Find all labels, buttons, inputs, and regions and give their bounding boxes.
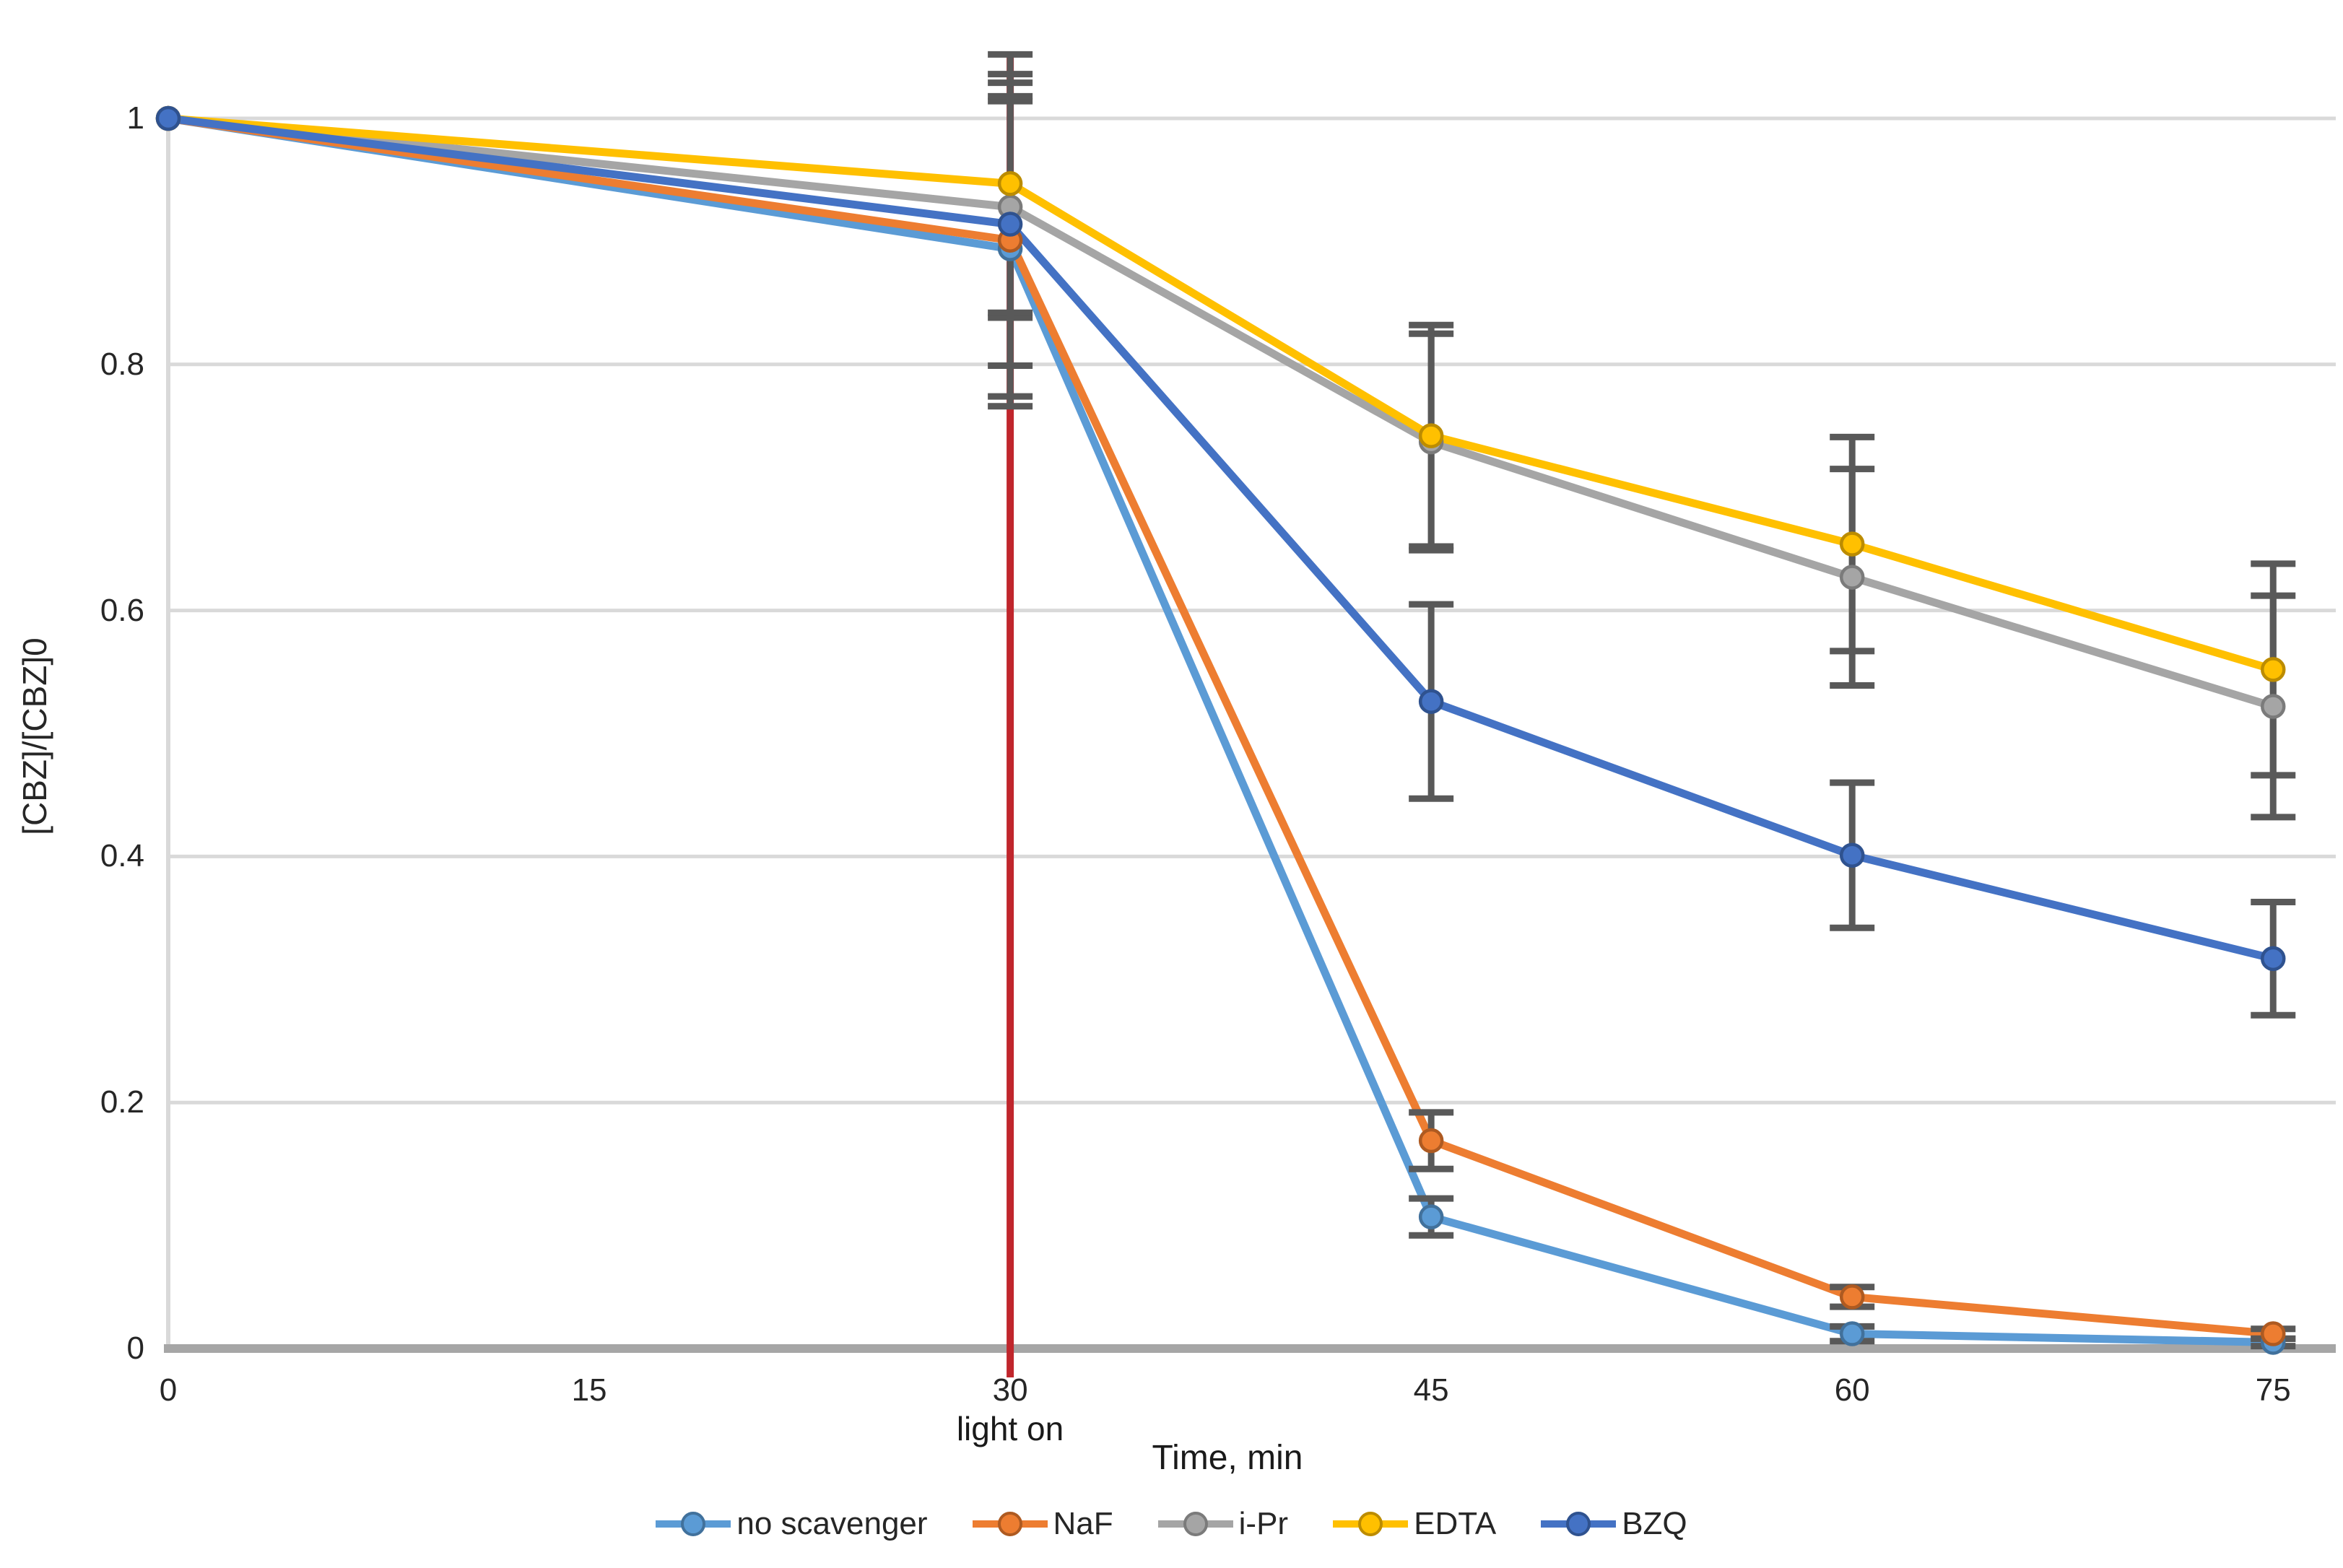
legend-item-ipr: i-Pr (1157, 1506, 1289, 1542)
legend-marker-no-scavenger (656, 1512, 731, 1536)
y-tick-label: 0.8 (100, 346, 144, 382)
marker-edta-t30 (997, 171, 1023, 196)
legend-marker-bzq (1541, 1512, 1617, 1536)
y-tick-label: 0.6 (100, 592, 144, 628)
marker-no-scavenger-t60 (1839, 1321, 1865, 1346)
marker-bzq-t30 (997, 212, 1023, 237)
marker-no-scavenger-t45 (1418, 1204, 1444, 1229)
marker-bzq-t60 (1839, 842, 1865, 868)
series-line-i-pr (164, 114, 2277, 711)
legend-marker-ipr (1157, 1512, 1233, 1536)
y-tick-label: 0 (126, 1330, 144, 1366)
series-line-no-scavenger (164, 114, 2277, 1346)
legend-label: NaF (1053, 1506, 1113, 1541)
marker-edta-t60 (1839, 531, 1865, 557)
legend-item-no-scavenger: no scavenger (656, 1506, 928, 1542)
y-tick-label: 1 (126, 100, 144, 136)
series-line-edta (164, 114, 2277, 674)
legend-marker-edta (1333, 1512, 1409, 1536)
legend-label: EDTA (1414, 1506, 1497, 1541)
marker-i-pr-t75 (2261, 694, 2286, 719)
marker-naf-t75 (2261, 1321, 2286, 1346)
legend-marker-naf (972, 1512, 1048, 1536)
marker-edta-t75 (2261, 657, 2286, 682)
y-axis-title: [CBZ]/[CBZ]0 (16, 637, 53, 835)
marker-naf-t60 (1839, 1284, 1865, 1310)
legend-item-edta: EDTA (1333, 1506, 1496, 1542)
legend-label: i-Pr (1238, 1506, 1289, 1541)
marker-bzq-t75 (2261, 946, 2286, 972)
x-tick-label: 15 (571, 1372, 607, 1408)
marker-i-pr-t60 (1839, 565, 1865, 590)
x-axis-title: Time, min (1152, 1439, 1303, 1477)
legend: no scavenger NaF i-Pr EDTA (0, 1499, 2343, 1549)
y-tick-label: 0.2 (100, 1084, 144, 1120)
x-tick-label: 75 (2255, 1372, 2291, 1408)
marker-bzq-t0 (155, 105, 181, 131)
x-tick-label: 30 (992, 1372, 1028, 1408)
marker-bzq-t45 (1418, 689, 1444, 714)
series-line-bzq (164, 114, 2277, 963)
x-tick-label: 0 (159, 1372, 178, 1408)
legend-item-naf: NaF (972, 1506, 1113, 1542)
light-on-annotation-label: light on (956, 1410, 1064, 1447)
legend-item-bzq: BZQ (1541, 1506, 1687, 1542)
x-tick-label: 45 (1413, 1372, 1449, 1408)
y-tick-label: 0.4 (100, 838, 144, 874)
marker-edta-t45 (1418, 423, 1444, 448)
x-tick-label: 60 (1834, 1372, 1870, 1408)
marker-naf-t45 (1418, 1128, 1444, 1154)
legend-label: BZQ (1622, 1506, 1687, 1541)
legend-label: no scavenger (736, 1506, 928, 1541)
